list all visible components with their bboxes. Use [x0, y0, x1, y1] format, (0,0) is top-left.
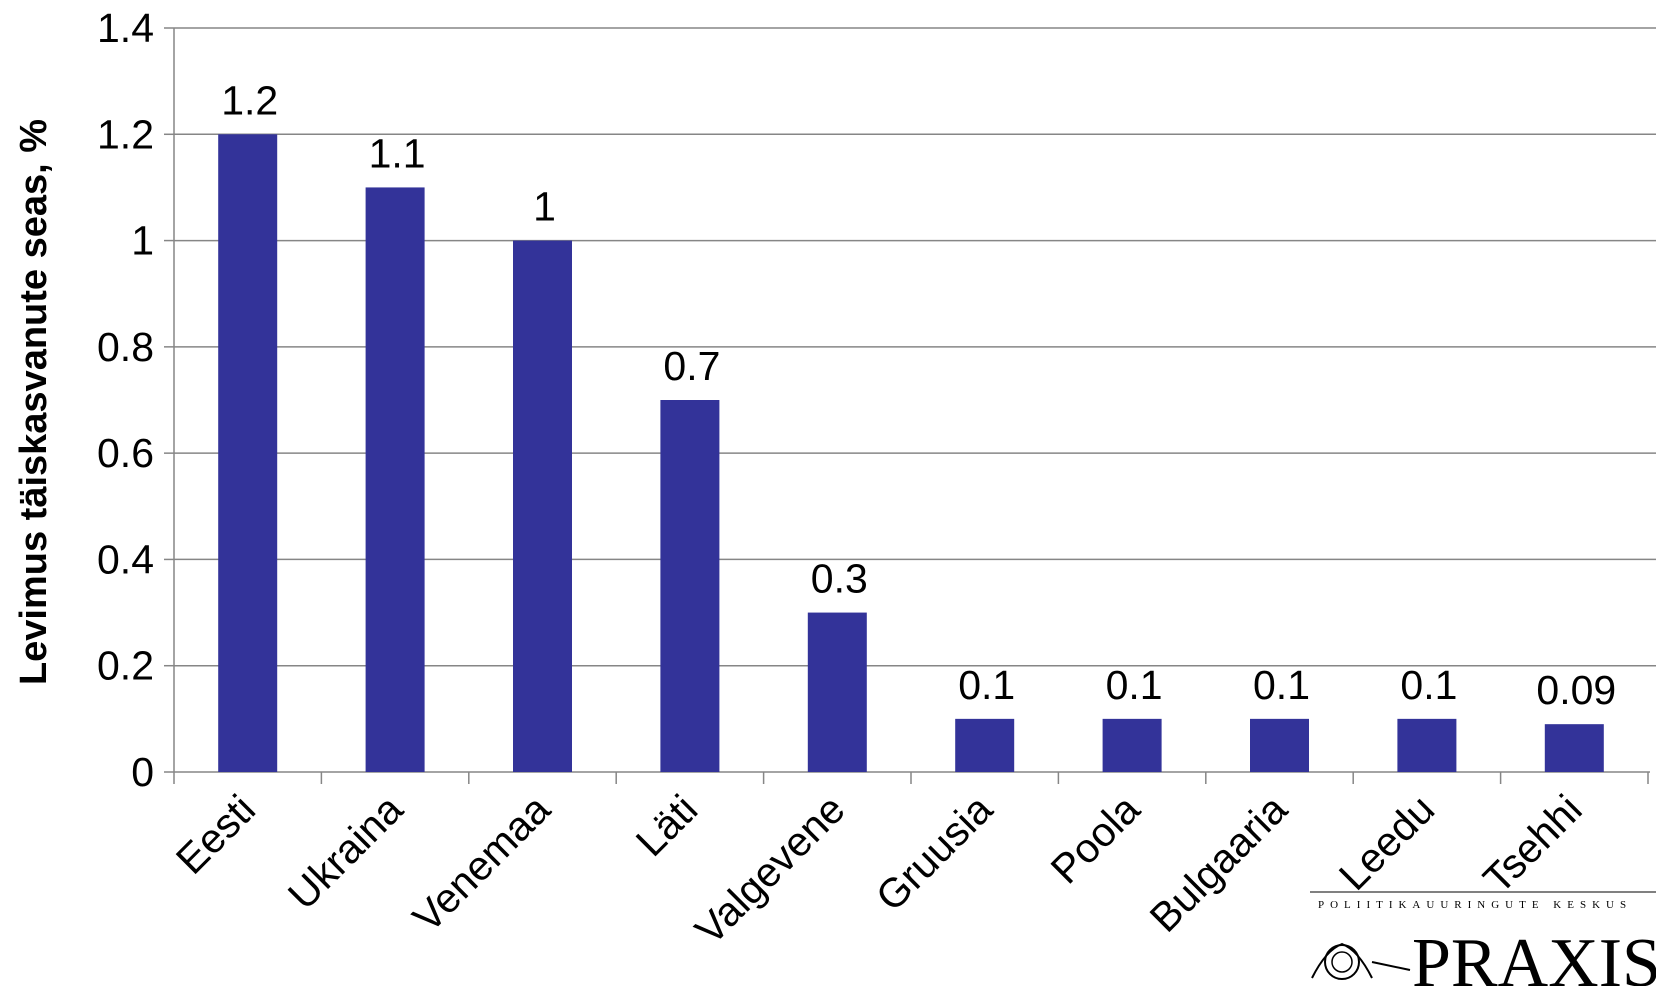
y-tick-label: 0.2 [97, 643, 154, 689]
y-tick-label: 1 [131, 218, 154, 264]
y-tick-label: 1.4 [97, 5, 154, 51]
bar [955, 718, 1015, 772]
logo-caption: POLIITIKAUURINGUTE KESKUS [1318, 899, 1632, 911]
y-tick-labels: 0 0.2 0.4 0.6 0.8 1 1.2 1.4 [97, 5, 154, 795]
data-label: 0.09 [1536, 667, 1616, 713]
data-label: 0.1 [958, 662, 1015, 708]
category-label: Bulgaaria [1141, 786, 1296, 941]
data-labels: 1.2 1.1 1 0.7 0.3 0.1 0.1 0.1 0.1 0.09 [221, 77, 1616, 713]
bar [1544, 724, 1604, 772]
y-tick-label: 0 [131, 749, 154, 795]
y-tick-label: 0.8 [97, 324, 154, 370]
y-tick-label: 0.4 [97, 536, 154, 582]
y-tick-label: 0.6 [97, 430, 154, 476]
bar [365, 187, 425, 772]
data-label: 1.2 [221, 77, 278, 123]
data-label: 1 [533, 184, 556, 230]
category-label: Ukraina [279, 786, 412, 919]
category-label: Läti [627, 786, 706, 865]
bar [1397, 718, 1457, 772]
data-label: 0.7 [663, 343, 720, 389]
y-axis-title: Levimus täiskasvanute seas, % [13, 119, 55, 685]
bar [660, 400, 720, 772]
bars [218, 134, 1604, 773]
data-label: 0.1 [1253, 662, 1310, 708]
lion-icon [1311, 942, 1411, 980]
data-label: 0.1 [1106, 662, 1163, 708]
bar [218, 134, 278, 773]
category-label: Leedu [1330, 786, 1443, 899]
category-label: Valgevene [686, 786, 853, 953]
category-label: Venemaa [404, 786, 559, 941]
category-label: Eesti [167, 786, 264, 883]
y-tick-label: 1.2 [97, 111, 154, 157]
category-label: Poola [1042, 786, 1149, 893]
logo-name: PRAXIS [1412, 925, 1656, 986]
category-label: Gruusia [867, 786, 1001, 920]
bar [513, 240, 572, 773]
bar [1250, 718, 1309, 772]
praxis-logo: POLIITIKAUURINGUTE KESKUS PRAXIS [1310, 891, 1656, 986]
data-label: 1.1 [369, 130, 426, 176]
bar [1102, 718, 1162, 772]
bar [807, 612, 867, 772]
category-label: Tsehhi [1474, 786, 1590, 902]
data-label: 0.1 [1400, 662, 1457, 708]
data-label: 0.3 [811, 556, 868, 602]
